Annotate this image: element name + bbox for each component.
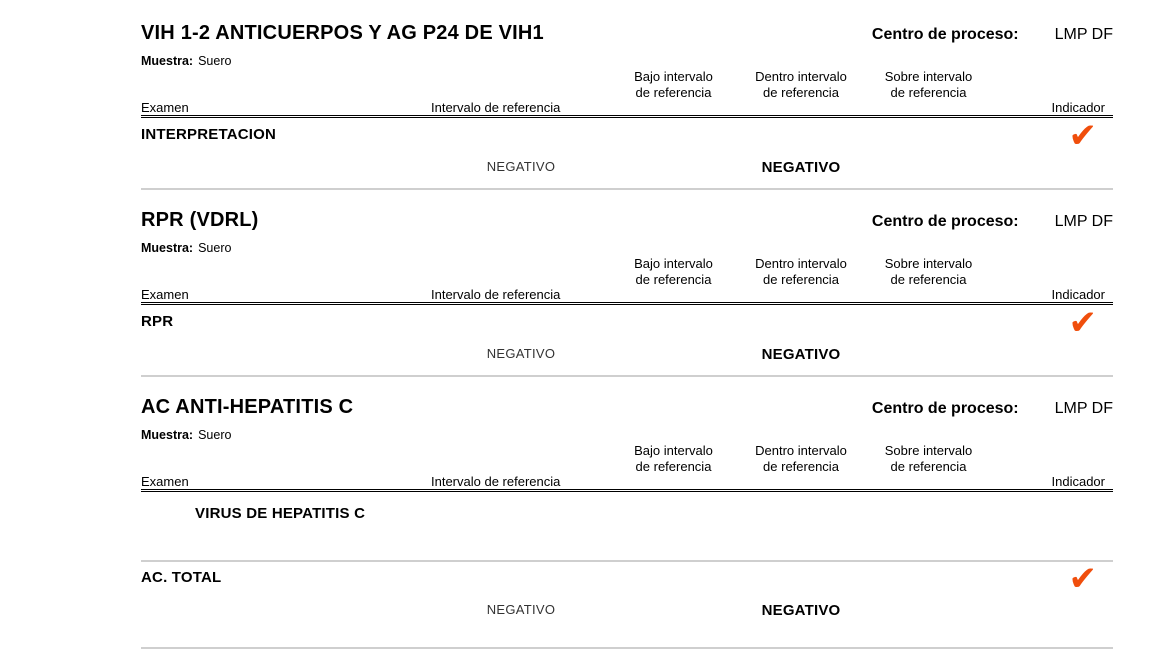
column-header-sobre: Sobre intervalo de referencia: [866, 443, 991, 475]
result-row-interpretacion: INTERPRETACION ✔ NEGATIVO NEGATIVO: [141, 118, 1113, 190]
column-header-intervalo: Intervalo de referencia: [431, 474, 561, 489]
column-header-bajo-line2: de referencia: [635, 459, 712, 474]
column-header-bajo-line2: de referencia: [635, 272, 712, 287]
column-header-sobre: Sobre intervalo de referencia: [866, 256, 991, 288]
table-header-row: Examen Intervalo de referencia Bajo inte…: [141, 69, 1113, 118]
process-center-label: Centro de proceso:: [871, 213, 1019, 230]
reference-interval-value: NEGATIVO: [486, 346, 556, 361]
reference-interval-value: NEGATIVO: [486, 602, 556, 617]
section-header: RPR (VDRL) Centro de proceso: LMP DF: [141, 209, 1113, 233]
column-header-indicador: Indicador: [1051, 100, 1105, 115]
indicator-cell: ✔: [991, 119, 1113, 159]
section-vih: VIH 1-2 ANTICUERPOS Y AG P24 DE VIH1 Cen…: [141, 22, 1113, 190]
process-center: Centro de proceso: LMP DF: [872, 213, 1113, 231]
column-header-intervalo: Intervalo de referencia: [431, 100, 561, 115]
column-header-dentro: Dentro intervalo de referencia: [736, 69, 866, 101]
within-interval-value: NEGATIVO: [761, 346, 841, 363]
column-header-sobre-line2: de referencia: [890, 85, 967, 100]
within-interval-value: NEGATIVO: [761, 602, 841, 619]
indicator-cell: ✔: [991, 562, 1113, 602]
process-center-label: Centro de proceso:: [871, 400, 1019, 417]
column-header-dentro-line1: Dentro intervalo: [755, 256, 847, 271]
section-header: VIH 1-2 ANTICUERPOS Y AG P24 DE VIH1 Cen…: [141, 22, 1113, 46]
sample-line: Muestra: Suero: [141, 241, 1113, 256]
column-header-bajo-line1: Bajo intervalo: [634, 69, 713, 84]
column-header-sobre-line2: de referencia: [890, 459, 967, 474]
column-header-sobre-line2: de referencia: [890, 272, 967, 287]
column-header-dentro-line2: de referencia: [763, 272, 839, 287]
process-center-value: LMP DF: [1054, 213, 1113, 230]
test-group-row: VIRUS DE HEPATITIS C: [141, 492, 1113, 562]
section-title: AC ANTI-HEPATITIS C: [141, 396, 354, 418]
column-header-indicador: Indicador: [1051, 474, 1105, 489]
sample-value: Suero: [198, 428, 232, 442]
sample-label: Muestra:: [141, 54, 194, 68]
column-header-examen: Examen: [141, 474, 189, 489]
column-header-dentro-line2: de referencia: [763, 459, 839, 474]
check-icon: ✔: [1068, 117, 1098, 155]
process-center: Centro de proceso: LMP DF: [872, 400, 1113, 418]
column-header-dentro-line2: de referencia: [763, 85, 839, 100]
column-header-examen: Examen: [141, 100, 189, 115]
process-center-value: LMP DF: [1054, 400, 1113, 417]
column-header-sobre-line1: Sobre intervalo: [884, 443, 973, 458]
process-center: Centro de proceso: LMP DF: [872, 26, 1113, 44]
sample-line: Muestra: Suero: [141, 54, 1113, 69]
column-header-sobre-line1: Sobre intervalo: [884, 256, 973, 271]
sample-line: Muestra: Suero: [141, 428, 1113, 443]
column-header-bajo-line2: de referencia: [635, 85, 712, 100]
table-header-row: Examen Intervalo de referencia Bajo inte…: [141, 256, 1113, 305]
sample-value: Suero: [198, 241, 232, 255]
process-center-label: Centro de proceso:: [871, 26, 1019, 43]
column-header-dentro-line1: Dentro intervalo: [755, 443, 847, 458]
table-header-row: Examen Intervalo de referencia Bajo inte…: [141, 443, 1113, 492]
test-name: RPR: [141, 313, 174, 330]
result-row-ac-total: AC. TOTAL ✔ NEGATIVO NEGATIVO: [141, 562, 1113, 649]
test-group-name: VIRUS DE HEPATITIS C: [195, 505, 366, 522]
test-name: AC. TOTAL: [141, 569, 222, 586]
section-rpr: RPR (VDRL) Centro de proceso: LMP DF Mue…: [141, 209, 1113, 377]
result-row-rpr: RPR ✔ NEGATIVO NEGATIVO: [141, 305, 1113, 377]
check-icon: ✔: [1068, 560, 1098, 598]
column-header-bajo-line1: Bajo intervalo: [634, 443, 713, 458]
column-header-dentro-line1: Dentro intervalo: [755, 69, 847, 84]
within-interval-value: NEGATIVO: [761, 159, 841, 176]
check-icon: ✔: [1068, 304, 1098, 342]
column-header-bajo-line1: Bajo intervalo: [634, 256, 713, 271]
column-header-sobre-line1: Sobre intervalo: [884, 69, 973, 84]
indicator-cell: ✔: [991, 306, 1113, 346]
test-name: INTERPRETACION: [141, 126, 277, 143]
column-header-examen: Examen: [141, 287, 189, 302]
process-center-value: LMP DF: [1054, 26, 1113, 43]
report-content: VIH 1-2 ANTICUERPOS Y AG P24 DE VIH1 Cen…: [141, 0, 1113, 649]
section-title: VIH 1-2 ANTICUERPOS Y AG P24 DE VIH1: [141, 22, 544, 44]
column-header-sobre: Sobre intervalo de referencia: [866, 69, 991, 101]
section-header: AC ANTI-HEPATITIS C Centro de proceso: L…: [141, 396, 1113, 420]
column-header-bajo: Bajo intervalo de referencia: [611, 69, 736, 101]
column-header-dentro: Dentro intervalo de referencia: [736, 443, 866, 475]
reference-interval-value: NEGATIVO: [486, 159, 556, 174]
column-header-intervalo: Intervalo de referencia: [431, 287, 561, 302]
sample-label: Muestra:: [141, 241, 194, 255]
section-title: RPR (VDRL): [141, 209, 259, 231]
sample-label: Muestra:: [141, 428, 194, 442]
column-header-dentro: Dentro intervalo de referencia: [736, 256, 866, 288]
column-header-bajo: Bajo intervalo de referencia: [611, 256, 736, 288]
sample-value: Suero: [198, 54, 232, 68]
section-hepatitis-c: AC ANTI-HEPATITIS C Centro de proceso: L…: [141, 396, 1113, 649]
column-header-indicador: Indicador: [1051, 287, 1105, 302]
column-header-bajo: Bajo intervalo de referencia: [611, 443, 736, 475]
